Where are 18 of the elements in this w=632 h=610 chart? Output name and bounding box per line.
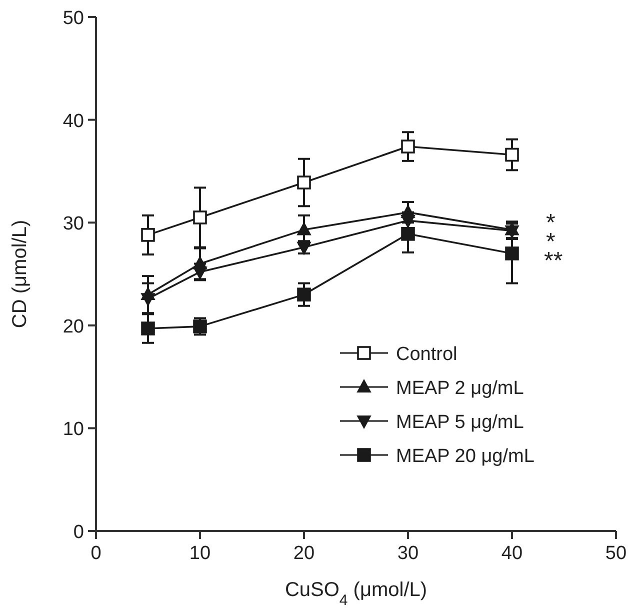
x-tick-label: 0 <box>90 543 102 564</box>
y-tick-label: 30 <box>62 214 84 235</box>
x-tick-label: 40 <box>501 543 523 564</box>
x-tick-label: 50 <box>605 543 627 564</box>
x-tick-label: 10 <box>189 543 211 564</box>
y-axis-title: CD (μmol/L) <box>9 220 31 328</box>
x-axis-title: CuSO$_{4}$ (μmol/L) <box>284 579 428 608</box>
y-tick-label: 10 <box>62 419 84 440</box>
y-tick-label: 0 <box>73 522 84 543</box>
legend-label: MEAP 20 μg/mL <box>396 446 534 467</box>
y-tick-label: 40 <box>62 110 84 132</box>
legend-label: MEAP 2 μg/mL <box>396 378 524 399</box>
legend-label: Control <box>396 344 458 365</box>
legend-label: MEAP 5 μg/mL <box>396 412 524 433</box>
x-tick-label: 20 <box>293 543 315 564</box>
x-tick-label: 30 <box>397 543 419 564</box>
y-tick-label: 50 <box>62 8 84 29</box>
y-tick-label: 20 <box>62 316 84 338</box>
